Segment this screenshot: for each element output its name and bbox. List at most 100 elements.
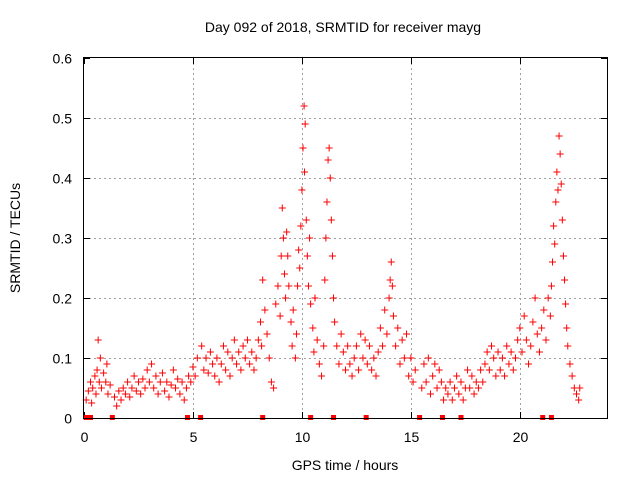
gap-marker: [198, 415, 204, 420]
data-point: [106, 381, 114, 389]
data-point: [315, 360, 323, 368]
data-point: [141, 384, 149, 392]
data-point: [209, 360, 217, 368]
data-point: [396, 360, 404, 368]
data-point: [297, 222, 305, 230]
data-point: [324, 156, 332, 164]
data-point: [119, 384, 127, 392]
data-point: [291, 354, 299, 362]
data-point: [326, 174, 334, 182]
data-point: [400, 354, 408, 362]
gap-marker: [458, 415, 464, 420]
data-point: [372, 372, 380, 380]
data-point: [322, 234, 330, 242]
data-point: [379, 342, 387, 350]
data-point: [299, 144, 307, 152]
data-point: [386, 276, 394, 284]
data-point: [370, 354, 378, 362]
data-point: [92, 390, 100, 398]
data-point: [204, 369, 212, 377]
data-point: [411, 366, 419, 374]
data-point: [230, 336, 238, 344]
data-point: [564, 342, 572, 350]
data-point: [368, 366, 376, 374]
data-point: [278, 204, 286, 212]
data-point: [246, 360, 254, 368]
data-point: [228, 354, 236, 362]
data-point: [561, 276, 569, 284]
data-point: [444, 390, 452, 398]
y-tick-label: 0.1: [53, 351, 73, 367]
data-point: [263, 330, 271, 338]
data-point: [551, 240, 559, 248]
data-point: [559, 252, 567, 260]
data-point: [115, 387, 123, 395]
data-point: [156, 378, 164, 386]
data-point: [509, 366, 517, 374]
data-point: [139, 375, 147, 383]
y-axis-label: SRMTID / TECUs: [7, 183, 23, 293]
data-point: [121, 390, 129, 398]
chart-title: Day 092 of 2018, SRMTID for receiver may…: [205, 19, 481, 35]
data-point: [542, 336, 550, 344]
data-point: [457, 378, 465, 386]
data-point: [323, 198, 331, 206]
axis-ticks: 0 0.1 0.2 0.3 0.4 0.5 0.6 0 5 10 15 20: [53, 51, 607, 445]
data-point: [388, 282, 396, 290]
data-point: [335, 360, 343, 368]
data-point: [213, 354, 221, 362]
data-point: [311, 294, 319, 302]
data-point: [540, 306, 548, 314]
data-point: [429, 372, 437, 380]
data-point: [287, 318, 295, 326]
data-point: [407, 354, 415, 362]
data-point: [154, 390, 162, 398]
data-point: [96, 354, 104, 362]
data-point: [161, 387, 169, 395]
y-tick-label: 0.4: [53, 171, 73, 187]
data-point: [376, 324, 384, 332]
data-point: [145, 378, 153, 386]
data-point: [143, 366, 151, 374]
data-point: [97, 384, 105, 392]
data-point: [455, 390, 463, 398]
data-point: [274, 282, 282, 290]
data-point: [440, 396, 448, 404]
data-point: [267, 378, 275, 386]
data-point: [437, 378, 445, 386]
data-point: [298, 186, 306, 194]
data-point: [511, 354, 519, 362]
data-point: [200, 366, 208, 374]
data-point: [348, 372, 356, 380]
data-point: [301, 168, 309, 176]
data-point: [150, 384, 158, 392]
gap-marker: [109, 415, 115, 420]
data-point: [193, 354, 201, 362]
data-point: [243, 336, 251, 344]
data-point: [185, 372, 193, 380]
data-point: [235, 348, 243, 356]
data-point: [403, 330, 411, 338]
data-point: [304, 282, 312, 290]
y-tick-label: 0: [64, 411, 72, 427]
data-point: [498, 354, 506, 362]
data-point: [453, 372, 461, 380]
data-point: [501, 372, 509, 380]
data-point: [435, 366, 443, 374]
data-point: [398, 336, 406, 344]
data-point: [152, 372, 160, 380]
gap-marker: [540, 415, 546, 420]
data-point: [503, 342, 511, 350]
data-point: [226, 372, 234, 380]
data-point: [344, 342, 352, 350]
data-point: [163, 378, 171, 386]
data-point: [167, 381, 175, 389]
data-point: [94, 336, 102, 344]
data-point: [126, 393, 134, 401]
x-tick-label: 15: [404, 429, 420, 445]
data-point: [385, 294, 393, 302]
data-point: [555, 132, 563, 140]
data-point: [169, 366, 177, 374]
data-point: [361, 336, 369, 344]
